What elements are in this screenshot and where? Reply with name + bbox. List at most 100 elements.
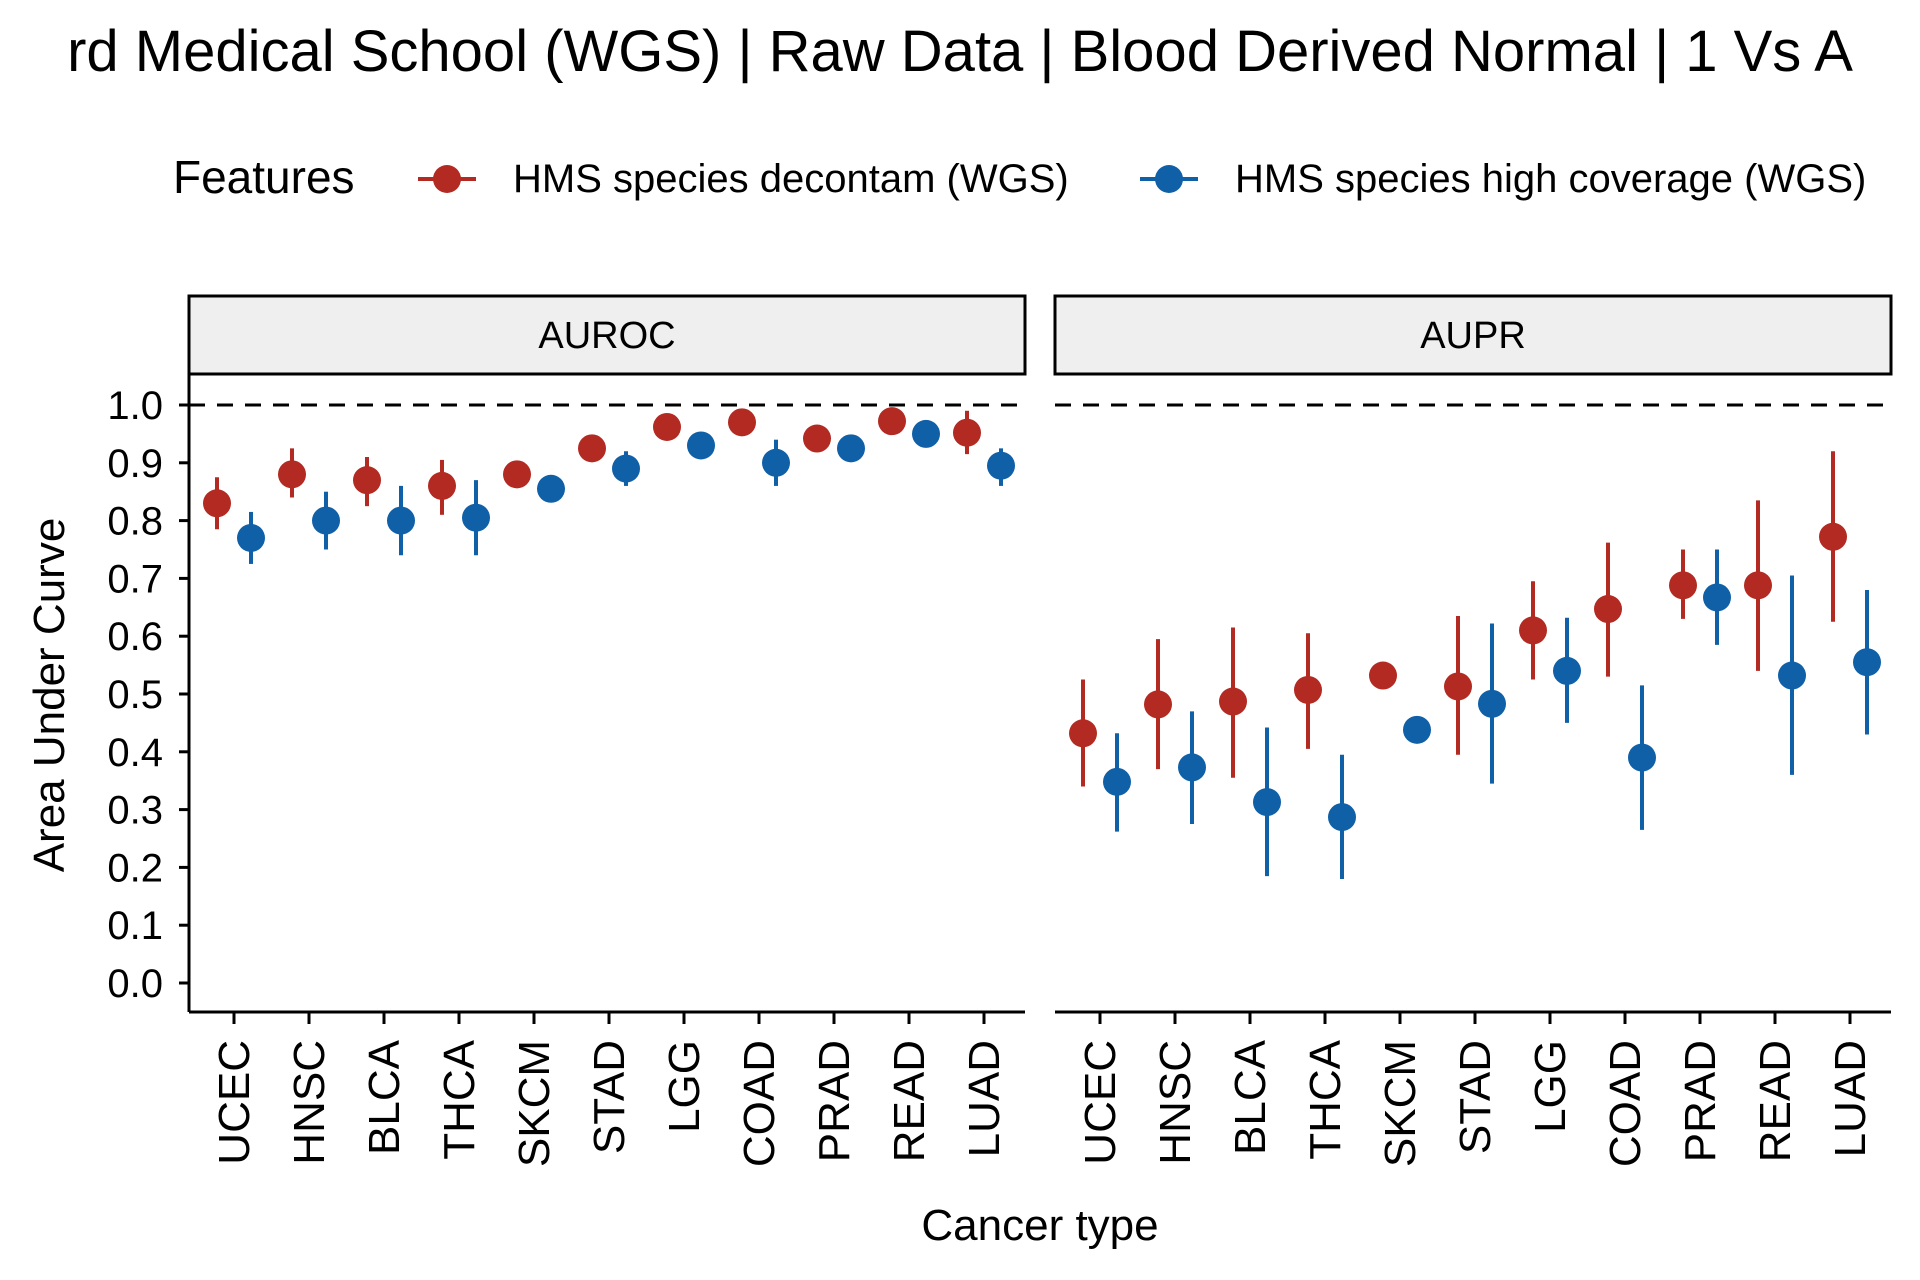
data-point — [312, 506, 340, 535]
data-point — [803, 424, 831, 453]
data-point — [1478, 689, 1506, 718]
legend-key-marker — [433, 165, 461, 193]
y-tick-label: 1.0 — [107, 384, 163, 428]
y-tick-label: 0.6 — [107, 615, 163, 659]
legend-item: HMS species high coverage (WGS) — [1140, 157, 1866, 201]
series-1 — [237, 419, 1015, 564]
facet-strip — [1053, 294, 1893, 376]
legend: Features HMS species decontam (WGS) HMS sp… — [173, 151, 1866, 203]
x-tick-label: READ — [885, 1040, 934, 1162]
x-tick-label: COAD — [735, 1040, 784, 1167]
facet-strip-label: AUROC — [538, 315, 675, 357]
data-point — [237, 523, 265, 552]
y-tick-label: 0.9 — [107, 442, 163, 486]
data-point — [537, 474, 565, 503]
data-point — [762, 448, 790, 477]
y-tick-label: 0.4 — [107, 731, 163, 775]
data-point — [503, 460, 531, 489]
data-point — [1369, 661, 1397, 690]
data-point — [278, 460, 306, 489]
data-point — [1144, 690, 1172, 719]
data-point — [1178, 753, 1206, 782]
x-tick-label: UCEC — [210, 1040, 259, 1165]
series-0 — [1069, 451, 1847, 787]
legend-label: HMS species decontam (WGS) — [513, 157, 1069, 201]
data-point — [1328, 803, 1356, 832]
data-point — [462, 503, 490, 532]
data-point — [1103, 767, 1131, 796]
legend-label: HMS species high coverage (WGS) — [1235, 157, 1866, 201]
chart-title: rd Medical School (WGS) | Raw Data | Blo… — [67, 19, 1853, 84]
data-point — [353, 466, 381, 495]
data-point — [1219, 687, 1247, 716]
facet-auroc: AUROC UCEC HNSC BLCA THCA SKCM STAD LGG COAD PRAD… — [187, 294, 1027, 1167]
x-tick-label: LGG — [660, 1040, 709, 1133]
data-point — [1253, 788, 1281, 817]
data-point — [1294, 675, 1322, 704]
x-tick-label: PRAD — [1676, 1040, 1725, 1162]
data-point — [1853, 648, 1881, 677]
x-tick-label: THCA — [435, 1039, 484, 1159]
legend-title: Features — [173, 151, 355, 203]
x-tick-label: STAD — [1451, 1040, 1500, 1154]
x-tick-label: SKCM — [510, 1040, 559, 1167]
x-tick-label: UCEC — [1076, 1040, 1125, 1165]
y-tick-label: 0.0 — [107, 962, 163, 1006]
y-axis: 0.0 0.1 0.2 0.3 0.4 0.5 0.6 0.7 0.8 0.9 1.0 — [107, 375, 191, 1012]
data-point — [1703, 583, 1731, 612]
data-point — [1594, 595, 1622, 624]
data-point — [1819, 522, 1847, 551]
data-point — [387, 506, 415, 535]
data-point — [728, 408, 756, 437]
x-tick-label: LUAD — [960, 1040, 1009, 1157]
data-point — [428, 471, 456, 500]
legend-key-marker — [1155, 165, 1183, 193]
legend-item: HMS species decontam (WGS) — [418, 157, 1069, 201]
x-tick-label: PRAD — [810, 1040, 859, 1162]
data-point — [1553, 656, 1581, 685]
data-point — [687, 431, 715, 460]
series-1 — [1103, 549, 1881, 879]
data-point — [953, 418, 981, 447]
x-tick-label: THCA — [1301, 1039, 1350, 1159]
x-tick-label: READ — [1751, 1040, 1800, 1162]
data-point — [987, 451, 1015, 480]
x-tick-label: LGG — [1526, 1040, 1575, 1133]
data-point — [1069, 719, 1097, 748]
data-point — [1669, 571, 1697, 600]
y-tick-label: 0.5 — [107, 673, 163, 717]
y-tick-label: 0.7 — [107, 557, 163, 601]
facet-strip — [187, 294, 1027, 376]
data-point — [653, 412, 681, 441]
facet-strip-label: AUPR — [1420, 315, 1526, 357]
x-tick-label: HNSC — [1151, 1040, 1200, 1165]
x-axis-label: Cancer type — [921, 1201, 1158, 1250]
y-tick-label: 0.8 — [107, 500, 163, 544]
x-tick-label: BLCA — [360, 1039, 409, 1155]
y-tick-label: 0.1 — [107, 904, 163, 948]
x-tick-label: STAD — [585, 1040, 634, 1154]
data-point — [578, 434, 606, 463]
x-tick-label: COAD — [1601, 1040, 1650, 1167]
data-point — [912, 419, 940, 448]
plot-area: 0.0 0.1 0.2 0.3 0.4 0.5 0.6 0.7 0.8 0.9 1.0 AUROC UC… — [107, 294, 1893, 1167]
data-point — [878, 407, 906, 436]
data-point — [1403, 715, 1431, 744]
data-point — [1744, 571, 1772, 600]
data-point — [1628, 743, 1656, 772]
x-tick-label: LUAD — [1826, 1040, 1875, 1157]
y-axis-label: Area Under Curve — [25, 518, 74, 873]
x-tick-label: BLCA — [1226, 1039, 1275, 1155]
data-point — [612, 454, 640, 483]
x-tick-label: SKCM — [1376, 1040, 1425, 1167]
data-point — [1519, 616, 1547, 645]
data-point — [1778, 661, 1806, 690]
data-point — [837, 434, 865, 463]
facet-aupr: AUPR UCEC HNSC BLCA THCA SKCM STAD LGG COAD PRAD R… — [1053, 294, 1893, 1167]
y-tick-label: 0.2 — [107, 846, 163, 890]
x-tick-label: HNSC — [285, 1040, 334, 1165]
series-0 — [203, 407, 981, 530]
y-tick-label: 0.3 — [107, 789, 163, 833]
data-point — [1444, 672, 1472, 701]
